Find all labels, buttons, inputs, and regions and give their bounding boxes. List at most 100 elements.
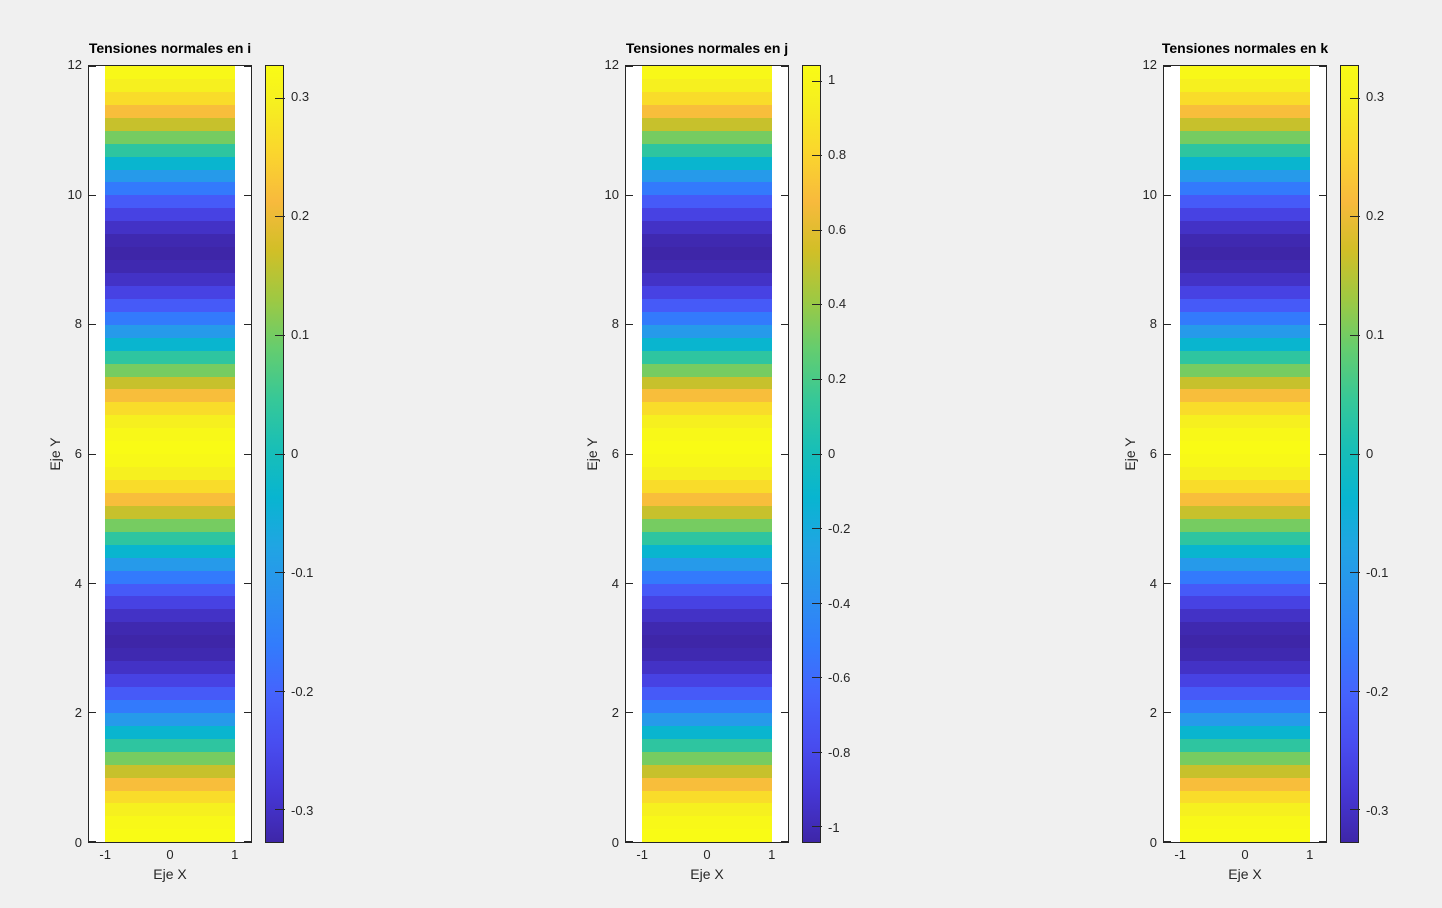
heat-band	[105, 609, 235, 623]
y-tick-label: 10	[1142, 186, 1157, 202]
y-axis-tick	[89, 66, 96, 67]
x-tick-label: -1	[1174, 847, 1186, 862]
y-axis-tick	[244, 66, 251, 67]
colorbar-tick	[812, 230, 822, 231]
y-axis-tick	[781, 841, 788, 842]
heat-band	[1180, 208, 1310, 222]
colorbar-tick	[1350, 691, 1360, 692]
heat-band	[1180, 376, 1310, 390]
colorbar-tick-label: 0.1	[1366, 327, 1385, 343]
subplot-title: Tensiones normales en i	[88, 40, 252, 56]
y-axis-tick	[1164, 324, 1171, 325]
y-axis-tick	[89, 454, 96, 455]
colorbar-tick	[1350, 98, 1360, 99]
heat-band	[1180, 635, 1310, 649]
heat-band	[105, 273, 235, 286]
y-axis-tick	[89, 583, 96, 584]
y-tick-label: 4	[1149, 575, 1157, 591]
heat-band	[105, 687, 235, 700]
heat-band	[105, 182, 235, 196]
heat-band	[1180, 829, 1310, 843]
colorbar-tick	[1350, 335, 1360, 336]
y-axis-tick	[1319, 583, 1326, 584]
y-axis-tick	[1319, 841, 1326, 842]
heat-band	[105, 415, 235, 429]
colorbar-tick-label: -0.2	[828, 520, 851, 536]
heat-band	[642, 273, 772, 286]
x-tick-label: 0	[1241, 847, 1249, 862]
heat-band	[1180, 467, 1310, 480]
heat-band	[1180, 182, 1310, 196]
heat-band	[642, 182, 772, 196]
heat-band	[1180, 363, 1310, 377]
heat-band	[105, 143, 235, 157]
heat-band	[642, 195, 772, 209]
colorbar-tick	[812, 454, 822, 455]
colorbar-tick-label: 0.2	[291, 208, 310, 224]
colorbar-tick	[812, 304, 822, 305]
colorbar-tick-label: 0	[1366, 446, 1374, 461]
y-axis-tick	[1164, 841, 1171, 842]
y-tick-label: 4	[611, 575, 619, 591]
colorbar-tick-label: 0.3	[291, 89, 310, 105]
y-axis-tick	[244, 583, 251, 584]
heat-band	[642, 66, 772, 79]
colorbar-tick-label: -1	[828, 820, 840, 836]
heat-band	[105, 699, 235, 713]
heat-band	[1180, 544, 1310, 558]
heat-band	[642, 143, 772, 157]
heat-band	[105, 337, 235, 351]
axes-box	[625, 65, 789, 843]
heat-band	[1180, 492, 1310, 506]
heat-band	[105, 247, 235, 261]
y-axis-tick	[1164, 454, 1171, 455]
heat-band	[1180, 428, 1310, 442]
heat-band	[105, 790, 235, 804]
heat-band	[642, 712, 772, 726]
x-tick-label: 0	[166, 847, 174, 862]
heat-band	[642, 428, 772, 442]
heat-band	[1180, 596, 1310, 610]
heat-band	[105, 169, 235, 183]
heat-band	[1180, 311, 1310, 325]
heat-band	[642, 635, 772, 649]
y-axis-tick	[244, 712, 251, 713]
heat-band	[1180, 803, 1310, 817]
heat-band	[1180, 505, 1310, 519]
heat-band	[1180, 480, 1310, 493]
heat-band	[105, 208, 235, 222]
heat-band	[642, 803, 772, 817]
colorbar-tick	[275, 216, 285, 217]
y-axis-tick	[781, 454, 788, 455]
heat-band	[642, 324, 772, 338]
heat-band	[642, 104, 772, 118]
y-axis-tick	[781, 66, 788, 67]
y-axis-tick	[89, 195, 96, 196]
colorbar-tick	[812, 603, 822, 604]
colorbar-tick	[1350, 454, 1360, 455]
heat-band	[105, 117, 235, 131]
heat-band	[642, 518, 772, 532]
y-tick-label: 0	[74, 835, 82, 850]
colorbar-tick-label: 0.8	[828, 146, 847, 162]
colorbar-tick-label: 1	[828, 71, 836, 87]
heat-band	[105, 428, 235, 442]
heat-band	[105, 712, 235, 726]
y-axis-tick	[89, 324, 96, 325]
y-tick-label: 10	[67, 186, 82, 202]
heat-band	[642, 363, 772, 377]
heat-band	[105, 803, 235, 817]
heat-band	[105, 376, 235, 390]
heat-band	[105, 66, 235, 79]
heat-band	[1180, 738, 1310, 752]
colorbar	[265, 65, 285, 843]
heat-band	[105, 104, 235, 118]
heat-band	[105, 130, 235, 144]
heat-band	[105, 738, 235, 752]
heat-band	[105, 454, 235, 468]
x-tick-label: -1	[636, 847, 648, 862]
heat-band	[1180, 531, 1310, 545]
y-axis-tick	[244, 324, 251, 325]
heat-band	[642, 622, 772, 636]
heat-band	[642, 78, 772, 92]
